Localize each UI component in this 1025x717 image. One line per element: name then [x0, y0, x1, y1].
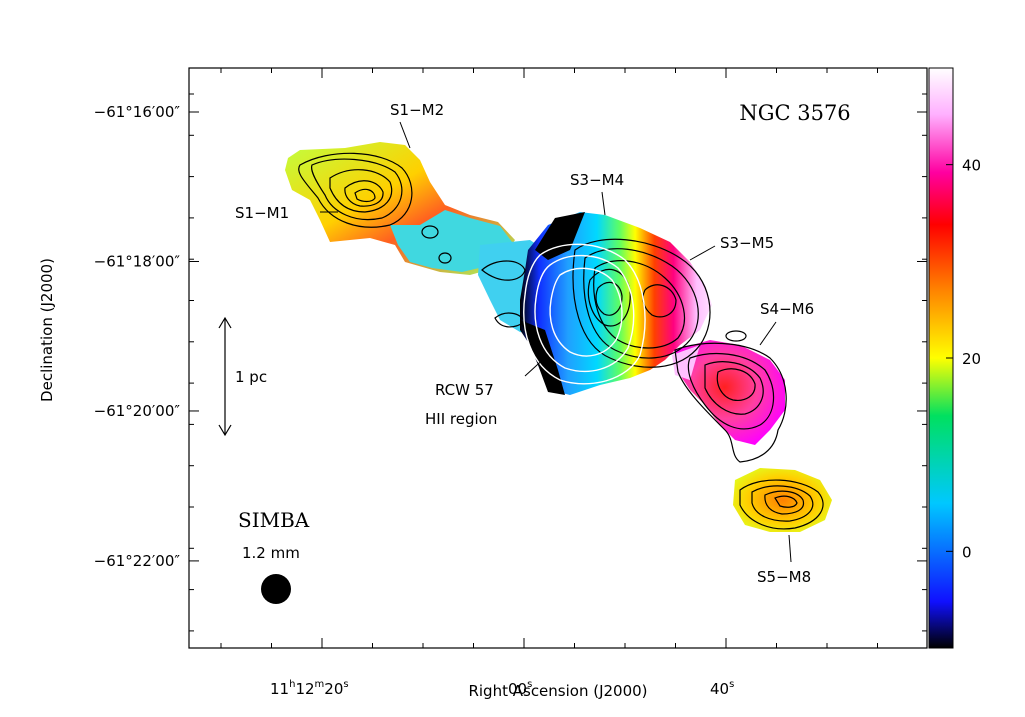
leader-s3-m4: [601, 191, 606, 216]
label-rcw57: RCW 57: [435, 381, 494, 399]
scale-bar-label: 1 pc: [235, 368, 267, 386]
beam-icon: [261, 574, 291, 604]
emission-map: [285, 142, 832, 532]
leader-rcw57: [524, 354, 549, 377]
label-s3-m5: S3−M5: [720, 234, 774, 252]
hii-contours: [523, 243, 646, 385]
leader-s4-m6: [759, 321, 777, 346]
y-axis-title: Declination (J2000): [38, 258, 56, 402]
region-s4: [675, 340, 785, 445]
label-s4-m6: S4−M6: [760, 300, 814, 318]
colorbar-ticks: 0 20 40: [946, 157, 981, 561]
contours: [298, 152, 824, 530]
label-hii-region: HII region: [425, 410, 497, 428]
scale-bar: [218, 316, 232, 437]
chart-title: NGC 3576: [739, 101, 850, 125]
leader-s3-m5: [689, 245, 716, 261]
x-tick-label-2: 00s: [508, 679, 532, 698]
source-annotations: [320, 121, 792, 563]
label-s5-m8: S5−M8: [757, 568, 811, 586]
x-axis-title: Right Ascension (J2000): [468, 682, 647, 700]
leader-s1-m2: [399, 121, 411, 149]
y-tick-label-2: −61°20′00″: [94, 402, 181, 420]
plot-frame: [188, 67, 928, 649]
colorbar-tick-label-1: 20: [962, 350, 981, 368]
y-tick-label-0: −61°16′00″: [94, 103, 181, 121]
wavelength-label: 1.2 mm: [242, 544, 300, 562]
label-s3-m4: S3−M4: [570, 171, 624, 189]
leader-s5-m8: [788, 534, 792, 563]
axis-ticks: [189, 68, 927, 648]
x-tick-label-1: 11h12m20s: [270, 679, 349, 698]
region-s5: [733, 468, 832, 532]
colorbar: 0 20 40: [928, 67, 981, 649]
colorbar-tick-label-0: 0: [962, 543, 972, 561]
y-tick-labels: −61°16′00″ −61°18′00″ −61°20′00″ −61°22′00″: [94, 103, 181, 570]
colorbar-tick-label-2: 40: [962, 157, 981, 175]
instrument-label: SIMBA: [238, 508, 310, 532]
y-tick-label-1: −61°18′00″: [94, 252, 181, 270]
x-tick-label-3: 40s: [710, 679, 734, 698]
label-s1-m2: S1−M2: [390, 101, 444, 119]
label-s1-m1: S1−M1: [235, 204, 289, 222]
x-tick-labels: 11h12m20s 00s 40s: [270, 679, 734, 698]
y-tick-label-3: −61°22′00″: [94, 552, 181, 570]
region-s3: [520, 212, 712, 395]
